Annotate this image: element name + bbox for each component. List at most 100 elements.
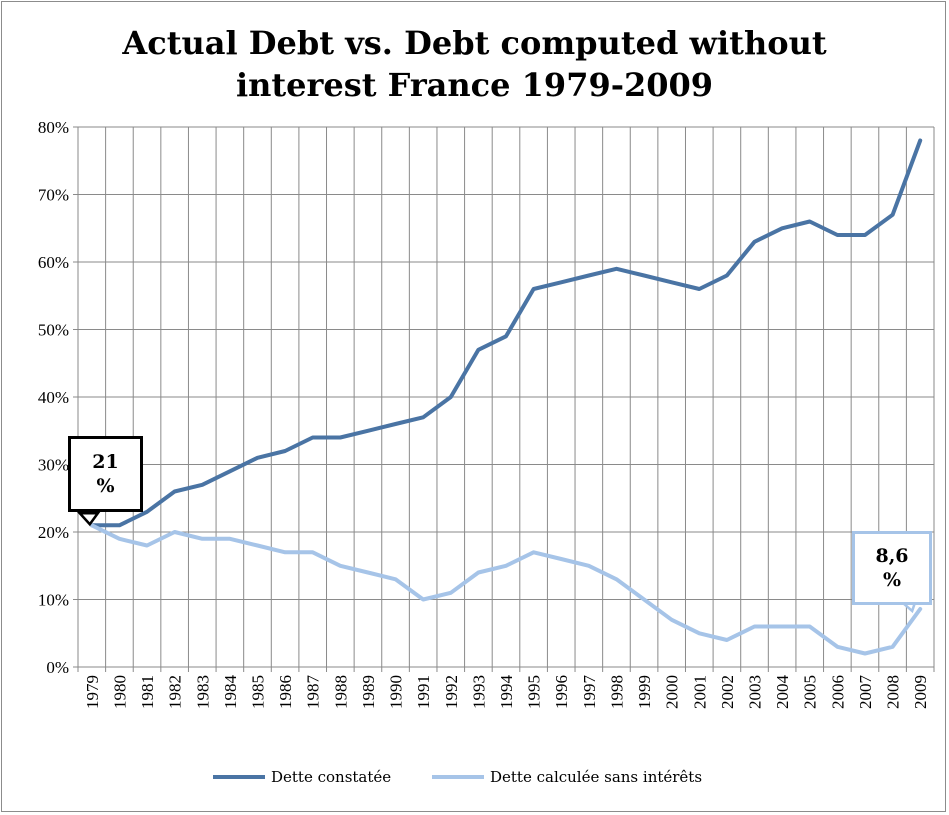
x-tick-label: 1979 (83, 675, 102, 709)
y-tick-label: 80% (38, 118, 69, 137)
x-tick-label: 1982 (166, 675, 185, 709)
x-tick-label: 1990 (387, 675, 406, 709)
y-tick-label: 50% (38, 321, 69, 340)
x-tick-label: 2000 (663, 675, 682, 709)
chart-title: Actual Debt vs. Debt computed without in… (0, 22, 949, 106)
series-1-point (476, 348, 480, 352)
series-1-point (614, 267, 618, 271)
series-2-point (283, 550, 287, 554)
x-tick-label: 2005 (801, 675, 820, 709)
x-tick-label: 2009 (911, 675, 930, 709)
start-value-callout-unit: % (96, 475, 115, 497)
series-1-point (808, 220, 812, 223)
y-tick-label: 30% (38, 456, 69, 475)
x-tick-label: 1995 (525, 675, 544, 709)
legend-swatch-computed-debt (432, 775, 484, 779)
series-1-point (145, 510, 149, 514)
series-1-point (421, 415, 425, 419)
x-tick-label: 2004 (773, 675, 792, 710)
series-1-point (918, 139, 922, 142)
series-2-point (670, 618, 674, 622)
series-1-point (449, 395, 453, 399)
series-2-point (891, 645, 895, 649)
series-1-point (780, 226, 784, 230)
y-tick-label: 20% (38, 523, 69, 542)
x-tick-label: 1983 (193, 675, 212, 709)
x-tick-label: 1994 (497, 675, 516, 710)
legend-item-actual-debt: Dette constatée (213, 768, 391, 786)
x-tick-label: 1993 (469, 675, 488, 709)
x-tick-label: 2007 (856, 675, 875, 710)
series-1-point (394, 422, 398, 426)
series-2-point (780, 625, 784, 628)
chart-legend: Dette constatée Dette calculée sans inté… (0, 768, 949, 794)
start-value-callout: 21 % (68, 436, 143, 512)
series-1-point (587, 274, 591, 277)
chart-title-line-1: Actual Debt vs. Debt computed without (122, 24, 827, 62)
series-2-point (559, 557, 563, 561)
series-2-point (145, 544, 149, 547)
series-1-point (891, 213, 895, 217)
legend-label-actual-debt: Dette constatée (271, 768, 392, 786)
series-2-point (421, 598, 425, 601)
x-tick-label: 1986 (276, 675, 295, 709)
series-1-point (559, 280, 563, 284)
x-tick-label: 2003 (746, 675, 765, 709)
end-value-callout-unit: % (882, 569, 902, 591)
legend-swatch-actual-debt (213, 775, 265, 779)
x-tick-label: 1988 (331, 675, 350, 709)
series-1-point (504, 334, 508, 338)
series-2-point (532, 550, 536, 554)
series-2-point (697, 631, 701, 635)
x-tick-label: 1980 (110, 675, 129, 709)
series-1-point (338, 436, 342, 439)
series-1-point (725, 274, 729, 277)
series-1-point (863, 233, 867, 237)
x-tick-label: 1989 (359, 675, 378, 709)
y-tick-label: 60% (38, 253, 69, 272)
series-1-point (228, 469, 232, 473)
series-2-point (614, 577, 618, 581)
series-1-point (117, 523, 121, 527)
x-tick-label: 1997 (580, 675, 599, 710)
x-tick-label: 2008 (884, 675, 903, 709)
series-2-point (725, 638, 729, 642)
series-1-point (670, 280, 674, 284)
series-1-point (173, 490, 177, 493)
x-tick-label: 1991 (414, 675, 433, 709)
x-tick-label: 1999 (635, 675, 654, 709)
series-2-point (587, 564, 591, 568)
series-1-point (311, 436, 315, 439)
series-1-point (283, 449, 287, 453)
series-2-point (200, 537, 204, 541)
x-tick-label: 1984 (221, 675, 240, 710)
series-2-point (449, 591, 453, 595)
series-2-point (338, 564, 342, 568)
x-tick-label: 2001 (690, 675, 709, 709)
start-value-callout-number: 21 (92, 451, 119, 473)
series-2-point (642, 598, 646, 601)
series-1-point (200, 483, 204, 487)
legend-item-computed-debt: Dette calculée sans intérêts (432, 768, 702, 786)
x-tick-label: 1992 (442, 675, 461, 709)
start-callout-pointer (76, 512, 101, 527)
series-2-point (835, 645, 839, 649)
series-2-point (366, 571, 370, 574)
series-2-point (117, 537, 121, 541)
x-tick-label: 2002 (718, 675, 737, 709)
y-tick-label: 40% (38, 388, 69, 407)
end-value-callout: 8,6 % (852, 531, 932, 605)
series-2-point (753, 625, 757, 628)
series-2-point (255, 544, 259, 547)
series-2-point (394, 577, 398, 581)
x-tick-label: 1998 (607, 675, 626, 709)
series-2-point (808, 625, 812, 628)
series-1-point (532, 287, 536, 291)
x-tick-label: 1996 (552, 675, 571, 709)
y-tick-label: 70% (38, 186, 69, 205)
series-1-point (835, 233, 839, 237)
end-value-callout-number: 8,6 (875, 545, 909, 567)
series-2-point (228, 537, 232, 541)
